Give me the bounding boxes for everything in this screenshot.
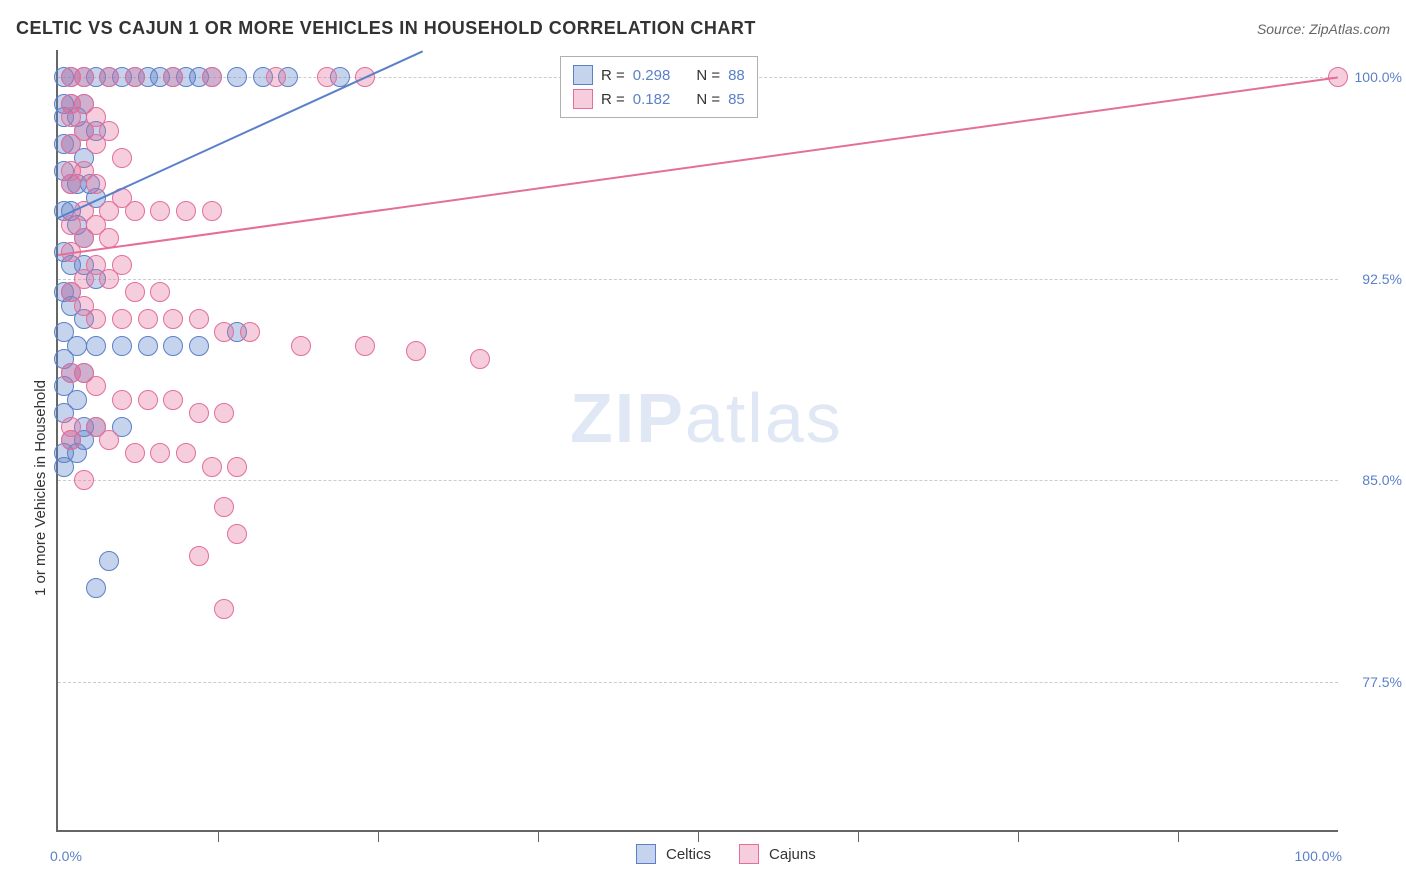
legend-R-value: 0.182 — [633, 91, 671, 108]
scatter-point-cajuns — [202, 201, 222, 221]
scatter-point-cajuns — [176, 443, 196, 463]
scatter-point-cajuns — [214, 403, 234, 423]
scatter-point-cajuns — [150, 282, 170, 302]
scatter-point-cajuns — [86, 376, 106, 396]
scatter-point-cajuns — [266, 67, 286, 87]
scatter-point-cajuns — [86, 134, 106, 154]
scatter-point-cajuns — [291, 336, 311, 356]
x-tick — [538, 830, 539, 842]
scatter-point-cajuns — [189, 309, 209, 329]
scatter-point-cajuns — [163, 390, 183, 410]
scatter-point-cajuns — [74, 67, 94, 87]
scatter-point-celtics — [227, 67, 247, 87]
y-axis-label: 77.5% — [1362, 674, 1402, 690]
x-tick — [378, 830, 379, 842]
stats-legend: R = 0.298 N = 88 R = 0.182 N = 85 — [560, 56, 758, 118]
x-tick — [218, 830, 219, 842]
plot-area: 77.5%85.0%92.5%100.0%0.0%100.0%1 or more… — [56, 50, 1338, 832]
scatter-point-cajuns — [227, 524, 247, 544]
stats-legend-row: R = 0.182 N = 85 — [573, 87, 745, 111]
y-axis-title: 1 or more Vehicles in Household — [32, 380, 49, 596]
scatter-point-cajuns — [125, 443, 145, 463]
legend-R-label: R = — [601, 67, 625, 84]
scatter-point-cajuns — [355, 336, 375, 356]
scatter-point-cajuns — [163, 67, 183, 87]
x-tick — [698, 830, 699, 842]
x-axis-end-label: 100.0% — [1295, 848, 1342, 864]
scatter-point-cajuns — [176, 201, 196, 221]
scatter-point-cajuns — [189, 403, 209, 423]
scatter-point-cajuns — [138, 390, 158, 410]
scatter-point-cajuns — [61, 174, 81, 194]
x-tick — [1018, 830, 1019, 842]
scatter-point-cajuns — [240, 322, 260, 342]
scatter-point-celtics — [112, 336, 132, 356]
scatter-point-celtics — [54, 457, 74, 477]
source-attribution: Source: ZipAtlas.com — [1257, 21, 1390, 37]
legend-R-value: 0.298 — [633, 67, 671, 84]
scatter-point-cajuns — [112, 390, 132, 410]
scatter-point-cajuns — [163, 309, 183, 329]
scatter-point-celtics — [99, 551, 119, 571]
scatter-point-cajuns — [227, 457, 247, 477]
x-axis-start-label: 0.0% — [50, 848, 82, 864]
legend-N-label: N = — [696, 91, 720, 108]
scatter-point-cajuns — [150, 443, 170, 463]
legend-series-name: Cajuns — [769, 846, 816, 863]
scatter-point-cajuns — [214, 322, 234, 342]
scatter-point-cajuns — [125, 67, 145, 87]
legend-swatch — [573, 89, 593, 109]
legend-R-label: R = — [601, 91, 625, 108]
scatter-point-cajuns — [112, 148, 132, 168]
scatter-point-cajuns — [202, 67, 222, 87]
scatter-point-cajuns — [470, 349, 490, 369]
scatter-point-cajuns — [317, 67, 337, 87]
scatter-point-cajuns — [99, 269, 119, 289]
scatter-point-celtics — [189, 336, 209, 356]
scatter-point-cajuns — [86, 309, 106, 329]
gridline — [58, 480, 1338, 481]
source-name: ZipAtlas.com — [1309, 21, 1390, 37]
scatter-point-cajuns — [86, 174, 106, 194]
legend-N-value: 88 — [728, 67, 745, 84]
scatter-point-cajuns — [99, 430, 119, 450]
y-axis-label: 85.0% — [1362, 472, 1402, 488]
scatter-point-cajuns — [125, 282, 145, 302]
watermark: ZIPatlas — [570, 378, 843, 458]
scatter-point-cajuns — [406, 341, 426, 361]
scatter-point-cajuns — [138, 309, 158, 329]
legend-series-name: Celtics — [666, 846, 711, 863]
legend-swatch — [573, 65, 593, 85]
header-bar: CELTIC VS CAJUN 1 OR MORE VEHICLES IN HO… — [16, 18, 1390, 39]
y-axis-label: 92.5% — [1362, 271, 1402, 287]
scatter-point-celtics — [86, 578, 106, 598]
legend-N-value: 85 — [728, 91, 745, 108]
scatter-point-celtics — [163, 336, 183, 356]
legend-swatch — [739, 844, 759, 864]
scatter-point-cajuns — [150, 201, 170, 221]
scatter-point-celtics — [86, 336, 106, 356]
stats-legend-row: R = 0.298 N = 88 — [573, 63, 745, 87]
scatter-point-celtics — [138, 336, 158, 356]
series-legend: Celtics Cajuns — [636, 844, 834, 864]
legend-N-label: N = — [696, 67, 720, 84]
scatter-point-cajuns — [214, 599, 234, 619]
x-tick — [1178, 830, 1179, 842]
legend-swatch — [636, 844, 656, 864]
scatter-point-cajuns — [61, 134, 81, 154]
scatter-point-cajuns — [74, 470, 94, 490]
y-axis-label: 100.0% — [1355, 69, 1402, 85]
gridline — [58, 279, 1338, 280]
scatter-point-cajuns — [214, 497, 234, 517]
scatter-point-cajuns — [189, 546, 209, 566]
scatter-point-cajuns — [61, 430, 81, 450]
scatter-point-cajuns — [112, 309, 132, 329]
source-prefix: Source: — [1257, 21, 1309, 37]
scatter-point-cajuns — [202, 457, 222, 477]
scatter-point-cajuns — [99, 67, 119, 87]
scatter-point-cajuns — [125, 201, 145, 221]
x-tick — [858, 830, 859, 842]
chart-title: CELTIC VS CAJUN 1 OR MORE VEHICLES IN HO… — [16, 18, 756, 39]
gridline — [58, 682, 1338, 683]
